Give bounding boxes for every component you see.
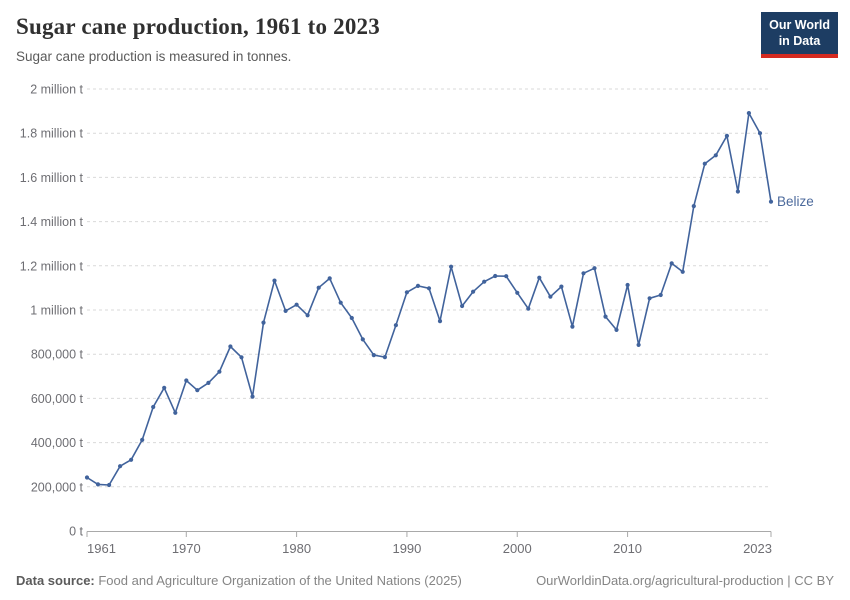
data-point[interactable]: [250, 394, 255, 399]
data-point[interactable]: [382, 355, 387, 360]
chart-footer: Data source: Food and Agriculture Organi…: [16, 573, 834, 588]
data-point[interactable]: [515, 290, 520, 295]
owid-logo[interactable]: Our World in Data: [761, 12, 838, 59]
chart-subtitle: Sugar cane production is measured in ton…: [16, 49, 292, 64]
data-point[interactable]: [559, 284, 564, 289]
data-source-text: Food and Agriculture Organization of the…: [94, 573, 462, 588]
x-axis-label: 1980: [282, 541, 311, 556]
data-point[interactable]: [173, 410, 178, 415]
data-source-label: Data source:: [16, 573, 95, 588]
data-point[interactable]: [537, 275, 542, 280]
data-point[interactable]: [548, 294, 553, 299]
y-axis-label: 200,000 t: [31, 480, 84, 494]
data-point[interactable]: [371, 353, 376, 358]
y-axis-label: 1.6 million t: [20, 171, 84, 185]
data-point[interactable]: [449, 264, 454, 269]
data-point[interactable]: [702, 161, 707, 166]
x-axis-label: 2000: [503, 541, 532, 556]
data-point[interactable]: [393, 323, 398, 328]
data-point[interactable]: [735, 189, 741, 194]
data-point[interactable]: [272, 278, 277, 283]
data-point[interactable]: [162, 385, 167, 390]
line-chart[interactable]: 0 t 200,000 t 400,000 t 600,000 t 800,000 t 1…: [0, 80, 850, 560]
y-axis-label: 400,000 t: [31, 436, 84, 450]
data-point[interactable]: [95, 482, 101, 487]
data-point[interactable]: [283, 308, 288, 313]
data-point[interactable]: [713, 153, 718, 158]
data-point[interactable]: [757, 131, 763, 136]
data-point[interactable]: [426, 286, 432, 291]
data-point[interactable]: [482, 279, 487, 284]
data-point[interactable]: [669, 261, 674, 266]
x-axis-label: 2010: [613, 541, 642, 556]
y-axis-label: 0 t: [69, 525, 83, 539]
data-point[interactable]: [614, 327, 619, 332]
data-point[interactable]: [526, 306, 531, 311]
chart-svg[interactable]: 0 t 200,000 t 400,000 t 600,000 t 800,000 t 1…: [0, 80, 850, 560]
data-source: Data source: Food and Agriculture Organi…: [16, 573, 462, 588]
data-point[interactable]: [316, 285, 321, 290]
data-point[interactable]: [184, 378, 189, 383]
x-axis-label: 2023: [743, 541, 772, 556]
data-point[interactable]: [349, 315, 354, 321]
y-axis-label: 600,000 t: [31, 392, 84, 406]
x-axis-label: 1961: [87, 541, 116, 556]
data-point[interactable]: [228, 344, 233, 349]
data-point[interactable]: [592, 266, 597, 271]
data-point[interactable]: [724, 133, 730, 138]
data-point[interactable]: [404, 290, 409, 295]
y-axis-label: 1.8 million t: [20, 127, 84, 141]
x-axis-label: 1970: [172, 541, 201, 556]
data-point[interactable]: [261, 320, 266, 325]
owid-logo-line2: in Data: [778, 33, 821, 48]
data-point[interactable]: [746, 111, 752, 116]
y-axis-label: 1.4 million t: [20, 215, 84, 229]
data-point[interactable]: [294, 302, 299, 307]
data-point[interactable]: [768, 199, 774, 204]
data-point[interactable]: [206, 380, 211, 385]
owid-logo-line1: Our World: [769, 18, 830, 32]
data-point[interactable]: [140, 437, 145, 442]
data-point[interactable]: [493, 273, 498, 279]
data-point[interactable]: [471, 289, 476, 294]
data-point[interactable]: [437, 319, 443, 324]
chart-header: Sugar cane production, 1961 to 2023 Suga…: [16, 14, 750, 64]
data-point[interactable]: [636, 342, 641, 347]
data-point[interactable]: [460, 303, 465, 309]
chart-title: Sugar cane production, 1961 to 2023: [16, 14, 380, 39]
data-point[interactable]: [217, 369, 222, 374]
data-point[interactable]: [680, 269, 685, 274]
x-axis-label: 1990: [392, 541, 421, 556]
data-point[interactable]: [195, 388, 200, 393]
data-point[interactable]: [415, 283, 421, 288]
data-point[interactable]: [360, 337, 365, 342]
data-point[interactable]: [581, 271, 586, 276]
y-axis-label: 1 million t: [30, 304, 83, 318]
data-point[interactable]: [118, 464, 123, 469]
data-point[interactable]: [647, 296, 652, 301]
data-point[interactable]: [151, 404, 156, 410]
series-label-belize[interactable]: Belize: [777, 194, 814, 209]
data-point[interactable]: [658, 292, 663, 298]
data-point[interactable]: [327, 276, 332, 281]
data-point[interactable]: [305, 313, 310, 318]
data-point[interactable]: [239, 355, 244, 360]
y-axis-label: 1.2 million t: [20, 259, 84, 273]
data-line-belize[interactable]: [86, 112, 772, 486]
y-axis-label: 2 million t: [30, 83, 83, 97]
data-point[interactable]: [129, 457, 134, 462]
data-point[interactable]: [338, 300, 343, 305]
data-point[interactable]: [107, 482, 112, 488]
data-point[interactable]: [504, 274, 509, 279]
data-point[interactable]: [603, 314, 608, 319]
y-axis-label: 800,000 t: [31, 348, 84, 362]
data-point[interactable]: [691, 204, 696, 209]
data-point[interactable]: [570, 324, 575, 329]
data-point[interactable]: [84, 475, 90, 480]
data-point[interactable]: [625, 282, 630, 288]
footer-link[interactable]: OurWorldinData.org/agricultural-producti…: [536, 573, 834, 588]
